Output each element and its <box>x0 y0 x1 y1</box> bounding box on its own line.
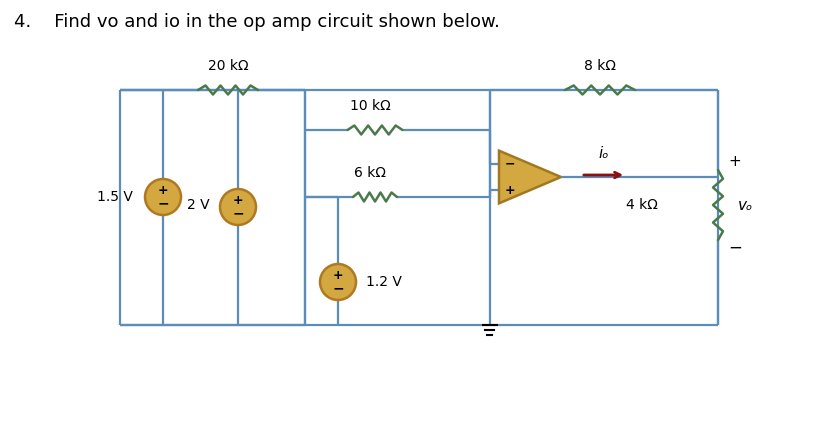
Text: iₒ: iₒ <box>598 146 609 161</box>
Circle shape <box>220 189 256 225</box>
Text: −: − <box>332 282 344 296</box>
Text: 10 kΩ: 10 kΩ <box>350 99 390 113</box>
Text: +: + <box>158 184 169 197</box>
Text: 6 kΩ: 6 kΩ <box>354 166 386 180</box>
Text: +: + <box>728 154 741 170</box>
Circle shape <box>145 179 181 215</box>
Text: −: − <box>728 239 742 257</box>
Text: 1.2 V: 1.2 V <box>366 275 402 289</box>
Text: 20 kΩ: 20 kΩ <box>207 59 249 73</box>
Text: 1.5 V: 1.5 V <box>97 190 133 204</box>
Text: 4 kΩ: 4 kΩ <box>626 198 658 212</box>
Text: −: − <box>504 158 515 170</box>
Text: vₒ: vₒ <box>738 198 753 213</box>
Text: +: + <box>332 269 343 282</box>
Text: −: − <box>232 207 244 221</box>
Polygon shape <box>499 151 561 203</box>
Circle shape <box>320 264 356 300</box>
Text: 8 kΩ: 8 kΩ <box>584 59 616 73</box>
Text: 2 V: 2 V <box>188 198 210 212</box>
Text: +: + <box>233 194 244 206</box>
Text: 4.    Find vo and io in the op amp circuit shown below.: 4. Find vo and io in the op amp circuit … <box>14 13 500 31</box>
Text: −: − <box>157 197 169 211</box>
Text: +: + <box>504 183 515 197</box>
